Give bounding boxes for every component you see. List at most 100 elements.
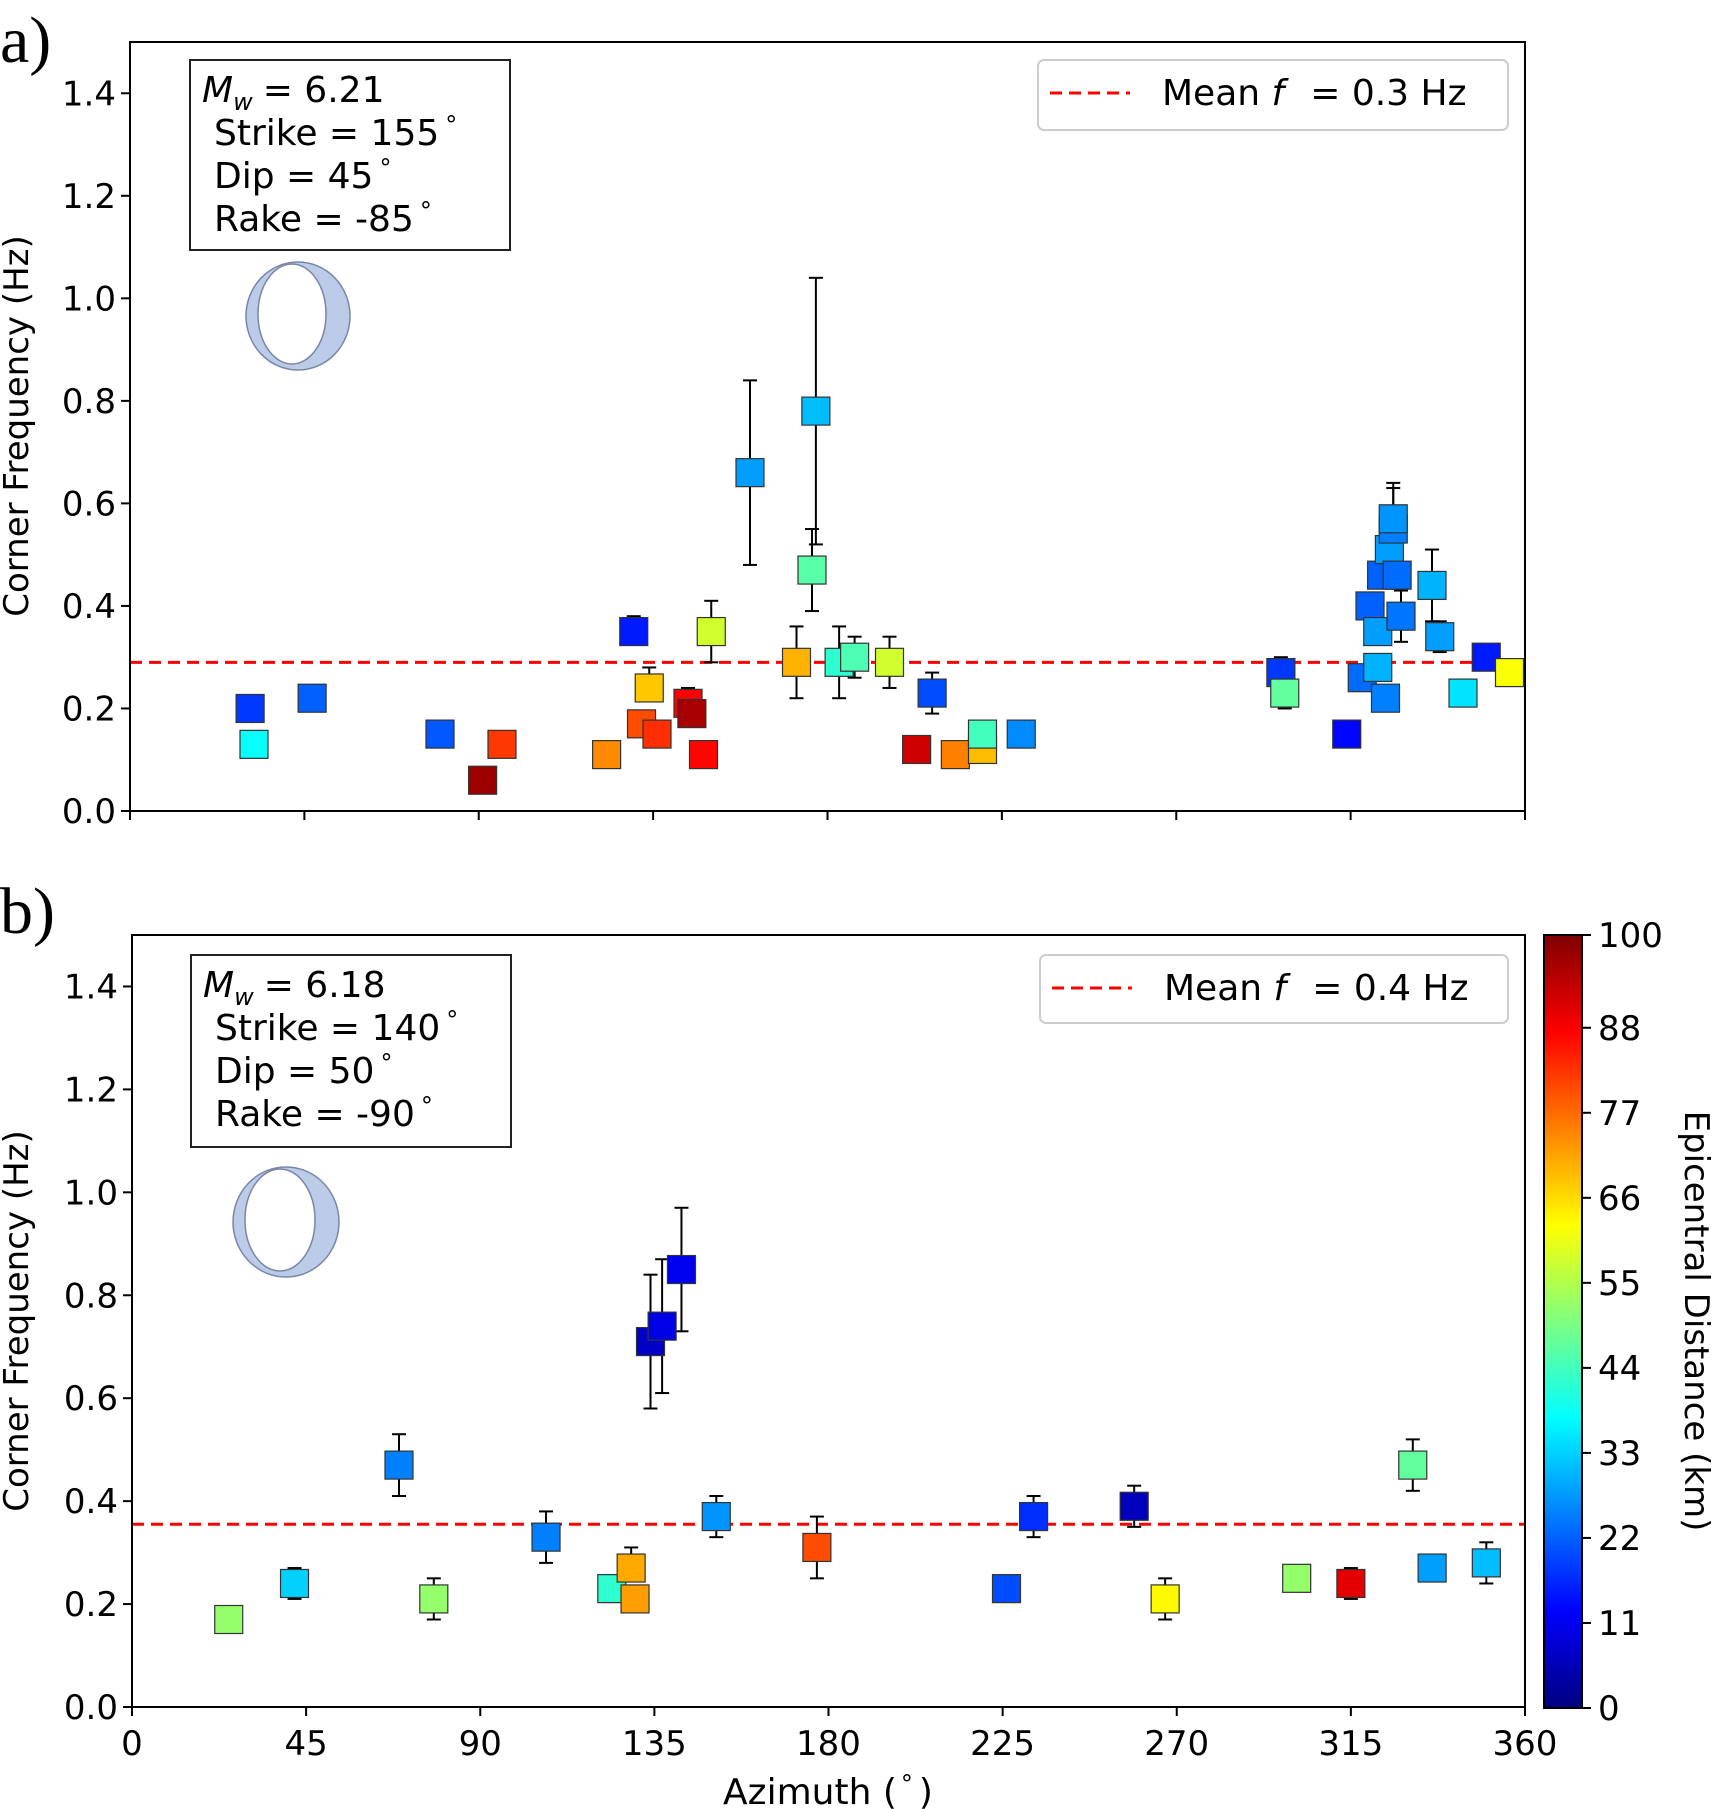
station-marker <box>487 729 517 759</box>
station-marker <box>781 647 812 677</box>
panel-a-info-box: Mw = 6.21 Strike = 155 ° Dip = 45 ° Rake = … <box>189 59 511 251</box>
station-marker <box>425 719 455 749</box>
x-tick-label: 360 <box>1493 1724 1558 1764</box>
colorbar-ticks: 0 11 22 33 44 55 66 77 88 100 <box>1582 916 1663 1729</box>
panel-b-y-ticks: 0.0 0.2 0.4 0.6 0.8 1.0 1.2 1.4 <box>64 967 132 1728</box>
y-tick-label: 0.0 <box>64 1688 118 1728</box>
panel-b-legend-label: Mean f = 0.4 Hz <box>1164 968 1469 1009</box>
colorbar-tick-label: 33 <box>1598 1434 1641 1474</box>
station-marker <box>696 616 726 647</box>
colorbar-tick-label: 11 <box>1598 1604 1641 1644</box>
x-tick-label: 0 <box>121 1724 143 1764</box>
panel-b-label: b) <box>0 875 55 948</box>
panel-a-label: a) <box>0 4 51 77</box>
y-tick-label: 0.4 <box>64 1482 118 1522</box>
colorbar-tick-label: 44 <box>1598 1349 1641 1389</box>
x-tick-label: 180 <box>796 1724 861 1764</box>
colorbar-gradient <box>1543 934 1583 1709</box>
y-tick-label: 1.4 <box>64 967 118 1007</box>
station-marker <box>677 698 707 729</box>
colorbar-tick-label: 88 <box>1598 1009 1641 1049</box>
panel-b-ylabel: Corner Frequency (Hz) <box>0 1130 37 1512</box>
station-marker <box>1150 1584 1180 1614</box>
colorbar-tick-label: 100 <box>1598 916 1663 956</box>
panel-a-legend: Mean f = 0.3 Hz <box>1037 59 1509 131</box>
y-tick-label: 1.0 <box>64 1173 118 1213</box>
panel-a-strike: Strike = 155 ° <box>214 111 457 154</box>
y-tick-label: 0.0 <box>62 792 116 832</box>
station-marker <box>1006 719 1036 749</box>
x-tick-label: 45 <box>284 1724 327 1764</box>
panel-b-strike: Strike = 140 ° <box>215 1006 458 1049</box>
panel-b-beachball-icon <box>232 1166 340 1278</box>
panel-b-info-box: Mw = 6.18 Strike = 140 ° Dip = 50 ° Rake = … <box>190 954 512 1148</box>
panel-b-xlabel: Azimuth (°) <box>723 1770 933 1809</box>
station-marker <box>239 729 269 759</box>
station-marker <box>384 1450 414 1480</box>
station-marker <box>1398 1450 1428 1480</box>
panel-a-x-ticks <box>129 811 1526 820</box>
station-marker <box>1270 678 1300 708</box>
station-marker <box>214 1604 244 1635</box>
panel-a-rake: Rake = -85 ° <box>214 197 432 240</box>
colorbar-label: Epicentral Distance (km) <box>1676 1111 1713 1532</box>
x-tick-label: 135 <box>622 1724 687 1764</box>
station-marker <box>874 647 905 677</box>
colorbar-tick-label: 22 <box>1598 1519 1641 1559</box>
colorbar: 0 11 22 33 44 55 66 77 88 100 Epicentral Distance… <box>1543 916 1713 1729</box>
station-marker <box>1471 1548 1501 1578</box>
y-tick-label: 1.0 <box>62 279 116 319</box>
y-tick-label: 0.8 <box>62 382 116 422</box>
y-tick-label: 1.2 <box>62 177 116 217</box>
station-marker <box>279 1568 310 1599</box>
x-tick-label: 225 <box>970 1724 1035 1764</box>
panel-b-rake: Rake = -90 ° <box>215 1092 433 1135</box>
y-tick-label: 0.6 <box>62 484 116 524</box>
station-marker <box>468 765 498 795</box>
panel-a-marks <box>130 276 1525 795</box>
station-marker <box>967 719 998 749</box>
station-marker <box>735 458 765 488</box>
panel-b-magnitude: Mw = 6.18 <box>203 965 385 1011</box>
station-marker <box>634 673 664 703</box>
station-marker <box>1417 570 1447 601</box>
station-marker <box>917 678 947 708</box>
station-marker <box>701 1501 731 1532</box>
y-tick-label: 0.2 <box>62 689 116 729</box>
station-marker <box>1336 1568 1366 1599</box>
panel-a: a) 0.0 0.2 0.4 0.6 0.8 1.0 1.2 1.4 Corner Frequ… <box>0 4 1526 832</box>
station-marker <box>1332 719 1362 749</box>
panel-b-marks <box>132 1206 1525 1635</box>
station-marker <box>647 1311 677 1341</box>
station-marker <box>688 740 719 770</box>
station-marker <box>1363 652 1393 683</box>
panel-b-legend: Mean f = 0.4 Hz <box>1039 954 1509 1024</box>
station-marker <box>419 1584 449 1614</box>
station-marker <box>642 719 672 749</box>
station-marker <box>1018 1501 1049 1532</box>
station-marker <box>1494 657 1525 688</box>
station-marker <box>1417 1553 1447 1583</box>
panel-a-dip: Dip = 45 ° <box>214 154 391 197</box>
panel-a-magnitude: Mw = 6.21 <box>202 70 384 116</box>
y-tick-label: 1.2 <box>64 1070 118 1110</box>
station-marker <box>802 1532 832 1563</box>
station-marker <box>1386 601 1416 631</box>
station-marker <box>1382 560 1412 590</box>
colorbar-tick-label: 77 <box>1598 1094 1641 1134</box>
station-marker <box>840 642 870 672</box>
panel-b: b) 0.0 0.2 0.4 0.6 0.8 1.0 1.2 1.4 0 45 90 135 180 2… <box>0 875 1557 1809</box>
y-tick-label: 0.2 <box>64 1585 118 1625</box>
panel-a-beachball-icon <box>245 261 351 371</box>
station-marker <box>1425 622 1455 652</box>
station-marker <box>666 1254 697 1285</box>
station-marker <box>620 1584 650 1614</box>
station-marker <box>1282 1563 1312 1593</box>
station-marker <box>801 396 831 426</box>
station-marker <box>297 683 327 713</box>
y-tick-label: 1.4 <box>62 74 116 114</box>
y-tick-label: 0.4 <box>62 587 116 627</box>
panel-b-x-ticks: 0 45 90 135 180 225 270 315 360 <box>121 1707 1557 1764</box>
station-marker <box>619 616 649 647</box>
station-marker <box>902 734 932 765</box>
